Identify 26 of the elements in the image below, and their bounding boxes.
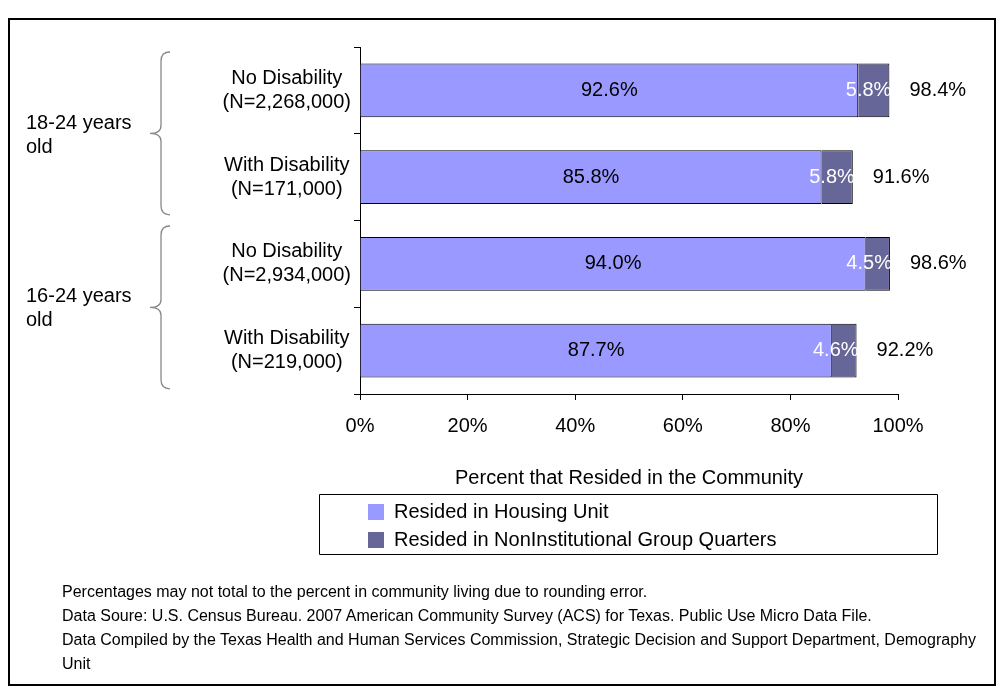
- data-label: 87.7%: [567, 338, 625, 361]
- x-tick-label: 80%: [770, 413, 811, 436]
- x-tick-label: 0%: [345, 413, 375, 436]
- legend-label: Resided in NonInstitutional Group Quarters: [394, 527, 777, 550]
- x-tick-label: 100%: [872, 413, 924, 436]
- y-tick-label: With Disability (N=219,000): [224, 326, 350, 373]
- text: Percentages may not total to the percent in community living due to rounding error.: [62, 582, 649, 602]
- x-tick-label: 40%: [555, 413, 596, 436]
- x-tick-label: 60%: [662, 413, 704, 436]
- text: Data Soure: U.S. Census Bureau. 2007 American Community Survey (ACS) for Texas. Public Use Micro Data File.: [62, 606, 873, 626]
- data-label: 85.8%: [562, 164, 620, 187]
- y-tick-label: No Disability (N=2,934,000): [222, 239, 351, 286]
- y-tick-label: With Disability (N=171,000): [224, 152, 350, 199]
- text: 16-24 years old: [26, 283, 133, 332]
- y-tick-label: No Disability (N=2,268,000): [222, 65, 351, 112]
- legend-label: Resided in Housing Unit: [394, 499, 609, 522]
- data-label: 94.0%: [584, 251, 642, 274]
- text: 18-24 years old: [26, 109, 133, 158]
- total-label: 91.6%: [872, 164, 930, 187]
- x-axis-title: Percent that Resided in the Community: [455, 465, 803, 488]
- x-tick-label: 20%: [447, 413, 488, 436]
- text: Data Compiled by the Texas Health and Human Services Commission, Strategic Decision and Support Department, Demography Unit: [62, 630, 977, 674]
- total-label: 98.6%: [909, 251, 967, 274]
- total-label: 92.2%: [876, 338, 934, 361]
- data-label: 92.6%: [580, 77, 638, 100]
- total-label: 98.4%: [909, 77, 967, 100]
